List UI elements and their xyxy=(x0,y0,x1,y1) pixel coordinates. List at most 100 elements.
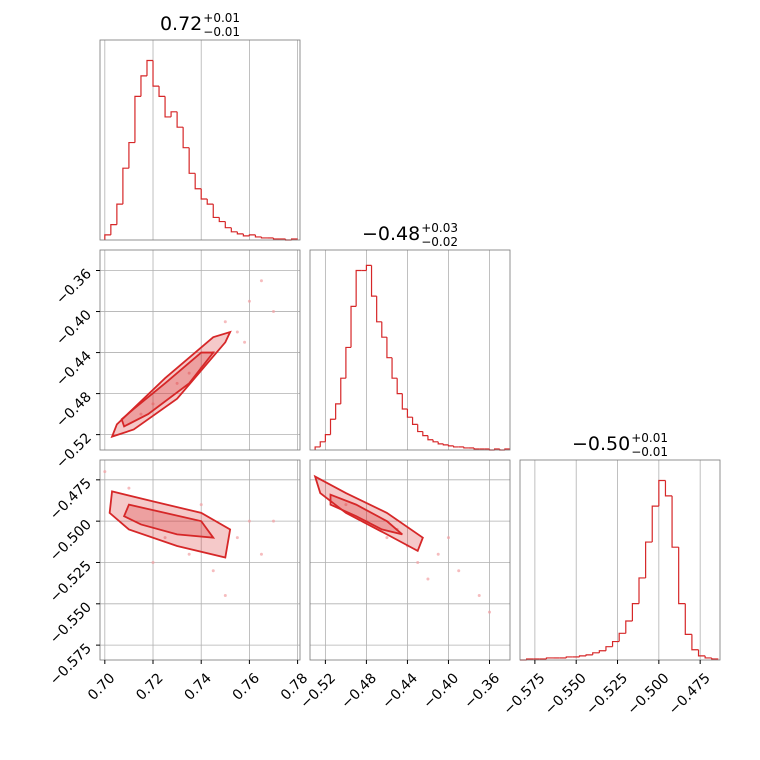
panel-frame xyxy=(99,249,301,451)
scatter-point xyxy=(487,610,491,614)
histogram-step xyxy=(329,418,336,435)
histogram-step xyxy=(370,265,377,297)
histogram-step xyxy=(254,234,262,238)
histogram-step xyxy=(158,86,166,98)
scatter-point xyxy=(416,560,420,564)
scatter-point xyxy=(103,470,107,474)
scatter-point xyxy=(151,402,155,406)
histogram-step xyxy=(116,203,123,225)
histogram-step xyxy=(473,447,480,450)
histogram-step xyxy=(432,439,439,443)
x-tick-label: −0.475 xyxy=(666,670,714,718)
histogram-step xyxy=(625,620,633,634)
panel-title: 0.72 +0.01−0.01 xyxy=(160,11,240,39)
histogram-step xyxy=(422,431,428,437)
histogram-step xyxy=(182,127,190,149)
y-tick-label: −0.52 xyxy=(53,430,95,472)
histogram-step xyxy=(206,198,214,205)
scatter-point xyxy=(223,594,227,598)
histogram-step xyxy=(578,655,587,657)
title-plus: +0.03 xyxy=(421,221,458,235)
scatter-point xyxy=(235,330,239,334)
histogram-step xyxy=(697,649,706,657)
histogram-step xyxy=(194,173,202,190)
histogram-step xyxy=(711,657,719,660)
histogram-step xyxy=(164,96,172,118)
histogram-step xyxy=(335,403,341,420)
histogram-step xyxy=(417,424,423,433)
histogram-step xyxy=(242,233,250,237)
histogram-step xyxy=(592,652,600,655)
histogram-step xyxy=(645,541,653,578)
scatter-point xyxy=(211,569,215,573)
title-minus: −0.01 xyxy=(631,445,668,459)
histogram-step xyxy=(442,443,449,446)
histogram-step xyxy=(631,602,640,622)
x-tick-label: 0.76 xyxy=(230,670,263,703)
histogram-step xyxy=(355,269,362,307)
histogram-step xyxy=(658,479,666,507)
histogram-step xyxy=(406,408,413,418)
panel-frame xyxy=(309,459,511,661)
histogram-step xyxy=(230,227,238,233)
panel-frame xyxy=(309,249,511,451)
scatter-point xyxy=(175,381,179,385)
histogram-step xyxy=(376,296,382,323)
histogram-step xyxy=(319,441,326,447)
histogram-step xyxy=(437,441,444,445)
histogram-step xyxy=(565,656,573,658)
scatter-point xyxy=(223,320,227,324)
x-tick-label: −0.500 xyxy=(625,670,673,718)
histogram-step xyxy=(598,650,606,653)
y-tick-label: −0.48 xyxy=(53,389,95,431)
histogram-step xyxy=(260,236,268,239)
scatter-point xyxy=(457,569,461,573)
x-tick-label: −0.550 xyxy=(542,670,590,718)
scatter-point xyxy=(446,536,450,540)
scatter-point xyxy=(187,552,191,556)
histogram-step xyxy=(545,657,554,659)
title-plus: +0.01 xyxy=(203,11,240,25)
scatter-point xyxy=(477,594,481,598)
x-tick-label: −0.575 xyxy=(501,670,549,718)
title-value: −0.48 xyxy=(362,223,420,245)
histogram-step xyxy=(638,577,646,604)
histogram-step xyxy=(386,337,393,359)
histogram-step xyxy=(391,357,398,379)
x-tick-label: −0.36 xyxy=(461,670,503,712)
histogram-step xyxy=(671,495,679,548)
histogram-step xyxy=(218,217,226,223)
histogram-step xyxy=(122,167,129,205)
histogram-step xyxy=(704,655,712,659)
y-tick-label: −0.525 xyxy=(47,558,95,606)
histogram-step xyxy=(452,445,459,448)
scatter-point xyxy=(426,577,430,581)
panel-title: −0.50 +0.01−0.01 xyxy=(572,431,668,459)
scatter-point xyxy=(271,519,275,523)
scatter-point xyxy=(271,310,275,314)
y-tick-label: −0.44 xyxy=(53,348,95,390)
histogram-step xyxy=(691,634,699,651)
histogram-step xyxy=(140,75,147,97)
scatter-point xyxy=(127,486,131,490)
scatter-point xyxy=(247,519,251,523)
x-tick-label: −0.525 xyxy=(583,670,631,718)
histogram-step xyxy=(134,95,141,143)
contour xyxy=(329,493,403,536)
x-tick-label: 0.74 xyxy=(181,670,214,703)
histogram-step xyxy=(664,480,673,497)
histogram-step xyxy=(605,646,613,651)
y-tick-label: −0.575 xyxy=(47,641,95,689)
histogram-step xyxy=(651,505,659,543)
histogram-step xyxy=(272,237,280,240)
y-tick-label: −0.36 xyxy=(53,266,95,308)
histogram-step xyxy=(345,346,352,379)
y-tick-label: −0.475 xyxy=(47,475,95,523)
histogram-step xyxy=(447,444,454,447)
histogram-step xyxy=(396,378,403,395)
scatter-point xyxy=(259,552,263,556)
histogram-step xyxy=(110,224,117,235)
scatter-point xyxy=(151,560,155,564)
x-tick-label: −0.40 xyxy=(420,670,462,712)
